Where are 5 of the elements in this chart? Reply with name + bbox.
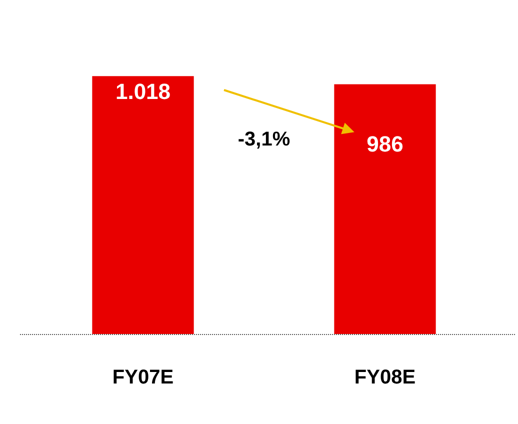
data-label: 1.018 <box>115 79 171 104</box>
annotation: -3,1% <box>238 128 290 151</box>
x-tick-label: FY07E <box>112 366 174 389</box>
x-tick-label: FY08E <box>354 366 416 389</box>
data-label: 986 <box>366 131 404 156</box>
